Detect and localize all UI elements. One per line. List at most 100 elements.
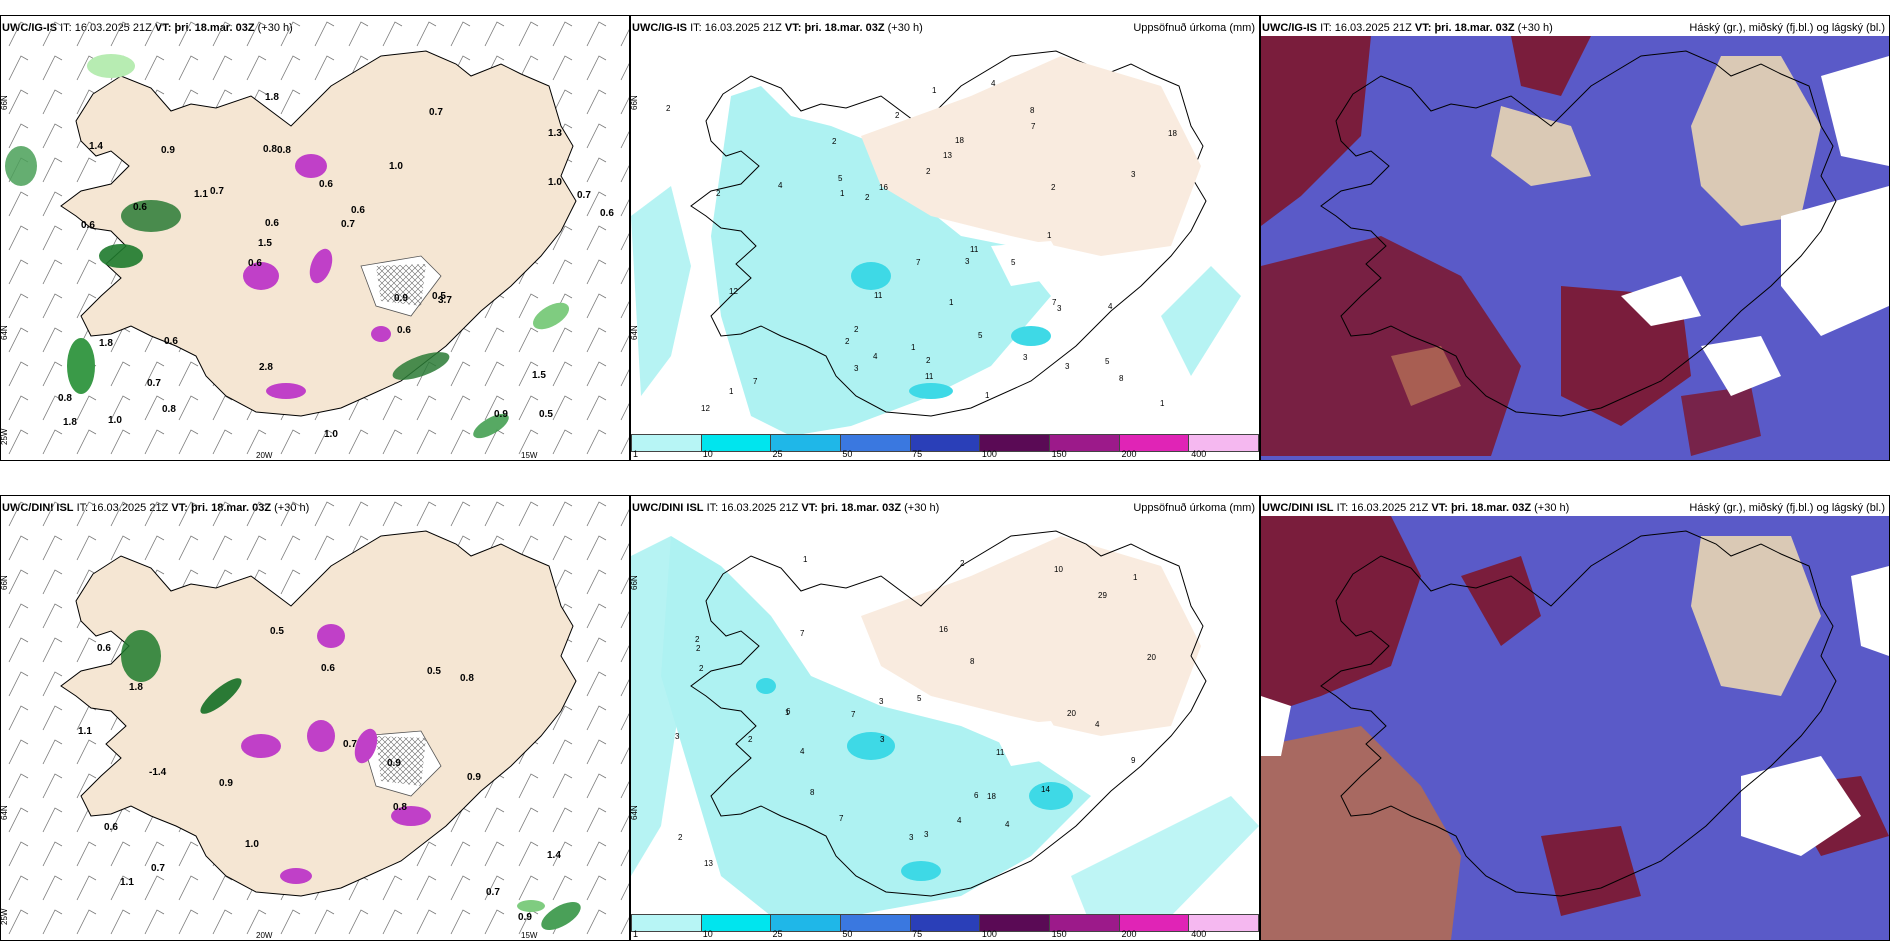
value-label: 6 [974,791,979,800]
value-label: 4 [991,79,996,88]
value-label: 1 [785,708,790,717]
value-label: 0.9 [219,778,233,789]
cloud-map [1261,36,1889,460]
value-label: 0.7 [486,887,500,898]
value-label: 2 [1051,183,1056,192]
value-label: 0.6 [319,179,333,190]
value-label: 4 [800,747,805,756]
value-label: 2 [748,735,753,744]
value-label: 1.5 [532,370,546,381]
value-label: 4 [1095,720,1100,729]
value-label: 3.7 [438,295,452,306]
lon-label: 15W [521,931,538,940]
iceland-land [690,530,1207,897]
value-label: 0.7 [577,190,591,201]
value-label: 0.7 [341,219,355,230]
lat-label: 64N [1,325,9,340]
value-label: 3 [880,735,885,744]
value-label: 0.7 [343,739,357,750]
value-label: 0.6 [265,218,279,229]
value-label: 0.6 [351,205,365,216]
colorbar-segment [1050,434,1120,452]
value-label: 0.5 [270,626,284,637]
panel-cloud-ig: UWC/IG-IS IT: 16.03.2025 21Z VT: þri. 18… [1260,15,1890,461]
colorbar [631,434,1259,452]
value-label: 1.8 [63,417,77,428]
value-label: 1.8 [99,338,113,349]
header: UWC/DINI ISL IT: 16.03.2025 21Z VT: þri.… [632,502,1255,514]
lon-label: 20W [256,931,273,940]
value-label: 5 [1105,357,1110,366]
value-label: 18 [955,136,964,145]
value-label: 2.8 [259,362,273,373]
colorbar-segment [1119,914,1190,932]
value-label: 2 [678,833,683,842]
value-label: 1 [1133,573,1138,582]
value-label: 7 [851,710,856,719]
panel-title: Háský (gr.), miðský (fj.bl.) og lágský (… [1689,22,1885,34]
value-label: 2 [666,104,671,113]
value-label: 16 [879,183,888,192]
value-label: 0.8 [277,145,291,156]
lon-label: 20W [256,451,273,460]
value-label: 8 [970,657,975,666]
wind-map: 66N 64N 25W 20W 15W 0.5 0.6 1.3 0.6 1.0 1.0 0.… [1,16,629,460]
value-label: 12 [701,404,710,413]
value-label: 1.3 [548,128,562,139]
value-label: 5 [1011,258,1016,267]
colorbar-segment [841,914,911,932]
colorbar-tick: 150 [1051,929,1067,939]
value-label: -1.4 [149,767,167,778]
colorbar-tick: 100 [981,449,997,459]
value-label: 7 [1031,122,1036,131]
colorbar-segment [1189,914,1259,932]
lat-label: 66N [1,575,9,590]
value-label: 11 [925,372,934,381]
value-label: 1 [1047,231,1052,240]
value-label: 1.0 [245,839,259,850]
value-label: 4 [1005,820,1010,829]
value-label: 0.8 [393,802,407,813]
value-label: 0.6 [248,258,262,269]
value-label: 2 [845,337,850,346]
value-label: 0.6 [97,643,111,654]
value-label: 13 [704,859,713,868]
value-label: 0.5 [432,291,446,302]
wind-labels: 0.50.61.30.61.01.00.80.61.80.70.80.70.80… [58,92,614,440]
panel-wind-ig: UWC/IG-IS IT: 16.03.2025 21Z VT: þri. 18… [0,15,630,461]
lat-label: 64N [631,325,639,340]
colorbar-tick: 400 [1191,929,1207,939]
colorbar-segment [631,914,702,932]
value-label: 3 [1023,353,1028,362]
value-label: 4 [957,816,962,825]
panel-precip-dini: UWC/DINI ISL IT: 16.03.2025 21Z VT: þri.… [630,495,1260,941]
panel-cloud-dini: UWC/DINI ISL IT: 16.03.2025 21Z VT: þri.… [1260,495,1890,941]
value-label: 3 [675,732,680,741]
value-label: 5 [978,331,983,340]
value-label: 8 [810,788,815,797]
lat-label: 66N [1,95,9,110]
colorbar-tick: 10 [702,449,713,459]
value-label: 2 [699,664,704,673]
header: UWC/IG-IS IT: 16.03.2025 21Z VT: þri. 18… [632,22,1255,34]
colorbar-ticks: 1 10 25 50 75 100 150 200 400 [631,449,1259,460]
value-label: 4 [873,352,878,361]
value-label: 7 [1052,298,1057,307]
colorbar-tick: 75 [912,449,923,459]
lon-label: 25W [1,428,9,445]
value-label: 8 [1119,374,1124,383]
value-label: 2 [716,189,721,198]
value-label: 0.5 [539,409,553,420]
value-label: 3 [965,257,970,266]
value-label: 1 [949,298,954,307]
value-label: 0.9 [161,145,175,156]
value-label: 12 [729,287,738,296]
value-label: 20 [1067,709,1076,718]
colorbar-segment [980,434,1051,452]
value-label: 3 [1065,362,1070,371]
value-label: 1 [932,86,937,95]
colorbar-tick: 10 [702,929,713,939]
value-label: 16 [939,625,948,634]
colorbar-segment [980,914,1051,932]
